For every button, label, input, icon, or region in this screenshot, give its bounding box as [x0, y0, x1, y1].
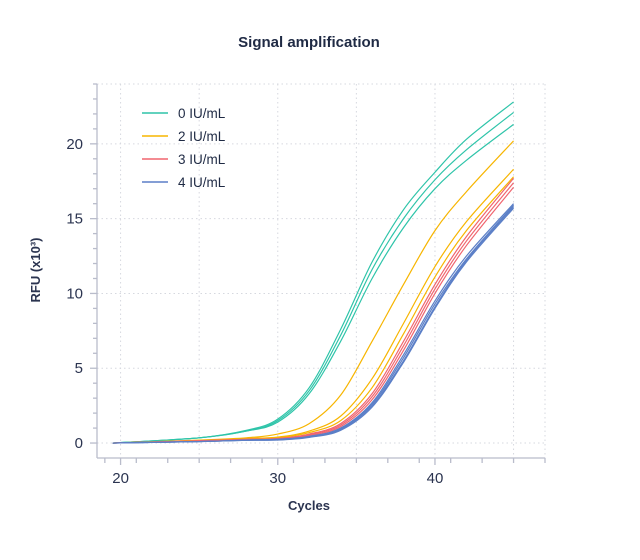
x-tick-label: 40 [427, 470, 444, 487]
legend-label: 0 IU/mL [178, 106, 226, 121]
series-line-7 [112, 177, 515, 444]
series-line-5 [112, 168, 515, 444]
series-line-4 [112, 140, 515, 444]
y-tick-label: 20 [66, 136, 83, 153]
y-tick-label: 10 [66, 285, 83, 302]
y-tick-label: 5 [75, 360, 83, 377]
series-line-11 [112, 204, 515, 444]
legend: 0 IU/mL 2 IU/mL 3 IU/mL 4 IU/mL [142, 106, 226, 190]
series-line-9 [112, 186, 515, 444]
x-tick-label: 20 [112, 470, 129, 487]
y-tick-label: 15 [66, 211, 83, 228]
series-line-13 [112, 207, 515, 444]
legend-label: 3 IU/mL [178, 152, 226, 167]
axes: 0 5 10 15 20 20 30 40 [66, 83, 546, 487]
series-lines [112, 101, 515, 444]
legend-label: 4 IU/mL [178, 175, 226, 190]
series-line-6 [112, 176, 515, 444]
x-tick-label: 30 [269, 470, 286, 487]
chart-title: Signal amplification [238, 34, 380, 51]
series-line-12 [112, 206, 515, 444]
y-axis-label: RFU (x10³) [28, 237, 43, 302]
x-axis-label: Cycles [288, 498, 330, 513]
legend-label: 2 IU/mL [178, 129, 226, 144]
grid [97, 83, 546, 458]
y-tick-label: 0 [75, 435, 83, 452]
series-line-3 [112, 123, 514, 444]
series-line-8 [112, 182, 515, 444]
